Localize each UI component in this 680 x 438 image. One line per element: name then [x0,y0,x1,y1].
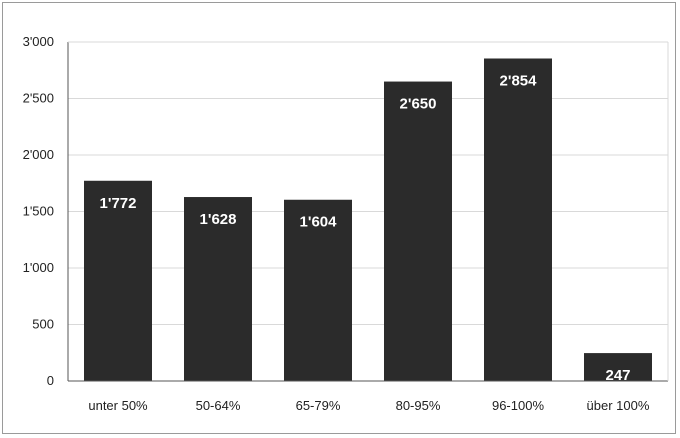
grid-lines [68,41,668,325]
y-tick-label: 500 [32,317,54,332]
data-labels: 1'772 1'628 1'604 2'650 2'854 247 [100,72,631,384]
x-category-label: 80-95% [396,398,441,413]
data-label: 2'650 [400,96,437,113]
y-tick-label: 3'000 [23,34,54,49]
data-label: 1'628 [200,211,237,228]
y-tick-label: 2'500 [23,91,54,106]
y-tick-label: 1'000 [23,260,54,275]
axes [67,41,669,382]
bars [84,58,652,382]
bar [184,197,252,381]
y-tick-label: 1'500 [23,204,54,219]
y-tick-labels: 0 500 1'000 1'500 2'000 2'500 3'000 [23,34,54,388]
x-category-label: 50-64% [196,398,241,413]
y-tick-label: 2'000 [23,147,54,162]
bar [284,199,352,381]
x-category-label: unter 50% [88,398,148,413]
x-category-label: 96-100% [492,398,544,413]
y-tick-label: 0 [47,373,54,388]
bar [384,81,452,382]
data-label: 1'772 [100,195,137,212]
x-category-labels: unter 50% 50-64% 65-79% 80-95% 96-100% über 1… [88,398,650,413]
bar [584,353,652,381]
bar [484,58,552,382]
data-label: 2'854 [500,72,538,89]
bar [84,180,152,381]
x-category-label: 65-79% [296,398,341,413]
data-label: 247 [605,367,630,384]
x-category-label: über 100% [587,398,650,413]
data-label: 1'604 [300,214,338,231]
